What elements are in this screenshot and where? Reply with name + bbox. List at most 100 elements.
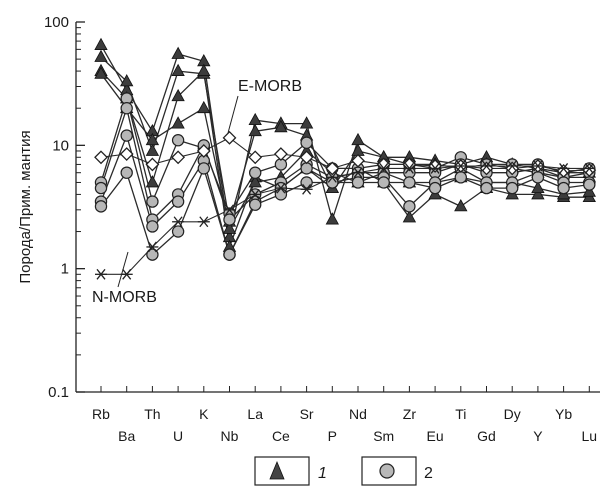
data-point-s5-nb bbox=[223, 213, 236, 226]
legend-marker-triangle bbox=[269, 460, 285, 480]
y-axis-label: Порода/Прим. мантия bbox=[17, 130, 34, 283]
data-point-s7-nd bbox=[351, 176, 365, 189]
data-point-s8-th bbox=[145, 157, 160, 172]
data-point-s6-th bbox=[146, 220, 159, 233]
legend: 1 2 bbox=[254, 456, 433, 486]
data-point-s7-gd bbox=[480, 181, 493, 195]
data-point-s1-ba bbox=[120, 74, 134, 87]
data-point-s7-la bbox=[248, 198, 262, 211]
data-point-s6-zr bbox=[403, 200, 416, 213]
data-point-s4-th bbox=[146, 195, 159, 208]
x-tick-label-rb: Rb bbox=[92, 406, 110, 422]
data-point-s7-rb bbox=[94, 200, 108, 213]
x-tick-label-la: La bbox=[247, 406, 263, 422]
data-point-s9-th bbox=[146, 241, 159, 253]
x-tick-label-dy: Dy bbox=[504, 406, 521, 422]
data-point-s8-ba bbox=[119, 147, 134, 161]
axes bbox=[75, 21, 600, 393]
data-point-s1-rb bbox=[94, 49, 108, 62]
annotation-e-morb: E-MORB bbox=[238, 78, 302, 95]
data-point-s9-dy bbox=[506, 160, 519, 172]
data-point-s9-la bbox=[249, 189, 262, 200]
x-tick-label-th: Th bbox=[144, 406, 160, 422]
data-point-s3-k bbox=[197, 100, 211, 114]
data-point-s3-la bbox=[248, 175, 262, 188]
data-point-s9-u bbox=[172, 216, 185, 228]
data-point-s7-dy bbox=[506, 181, 519, 195]
data-point-s2-u bbox=[171, 88, 185, 102]
x-tick-label-nb: Nb bbox=[221, 428, 239, 444]
data-point-s8-rb bbox=[94, 150, 108, 165]
data-point-s6-ba bbox=[120, 129, 133, 142]
y-tick-label: 1 bbox=[61, 261, 69, 278]
data-point-s8-zr bbox=[402, 157, 417, 172]
data-point-s4-sr bbox=[300, 136, 313, 149]
data-point-s0-sr bbox=[299, 116, 314, 129]
x-tick-label-y: Y bbox=[533, 428, 543, 444]
data-point-s9-rb bbox=[95, 268, 107, 280]
data-point-s7-yb bbox=[557, 181, 570, 195]
data-point-s4-la bbox=[248, 166, 262, 179]
data-point-s0-u bbox=[171, 46, 185, 59]
data-point-s7-sr bbox=[300, 176, 313, 189]
data-point-s8-ce bbox=[273, 147, 288, 161]
data-point-s7-ce bbox=[274, 188, 288, 201]
data-point-s8-sr bbox=[299, 150, 314, 165]
data-point-s1-la bbox=[248, 123, 262, 137]
y-tick-label: 10 bbox=[52, 137, 69, 154]
data-point-s1-ce bbox=[274, 119, 288, 133]
data-point-s3-th bbox=[145, 132, 160, 146]
x-tick-label-gd: Gd bbox=[477, 428, 496, 444]
x-tick-label-u: U bbox=[173, 428, 183, 444]
data-point-s9-k bbox=[197, 216, 210, 228]
data-point-s3-nb bbox=[222, 221, 237, 234]
data-point-s9-ti bbox=[454, 160, 467, 172]
legend-label-1: 1 bbox=[318, 465, 327, 482]
x-tick-label-lu: Lu bbox=[582, 428, 598, 444]
data-point-s9-nb bbox=[223, 204, 236, 216]
data-point-s6-sr bbox=[300, 162, 313, 175]
x-tick-label-nd: Nd bbox=[349, 406, 367, 422]
data-point-s9-sr bbox=[300, 183, 313, 195]
data-point-s3-rb bbox=[94, 66, 108, 79]
axis-labels: 0.1 1 10 100 Rb Ba Th UK Nb La Ce Sr P Nd Sm Zr Eu Ti Gd Dy… bbox=[44, 14, 597, 444]
data-point-s8-la bbox=[248, 150, 263, 165]
data-point-s7-k bbox=[197, 162, 210, 175]
annotation-e-morb-leader bbox=[227, 95, 239, 134]
data-point-s9-yb bbox=[557, 163, 570, 174]
data-point-s8-sm bbox=[376, 157, 391, 172]
y-tick-label: 0.1 bbox=[48, 384, 69, 401]
data-point-s3-y bbox=[531, 180, 545, 194]
x-tick-label-k: K bbox=[199, 406, 209, 422]
legend-label-2: 2 bbox=[424, 465, 433, 482]
data-point-s7-p bbox=[326, 176, 339, 189]
data-point-s0-rb bbox=[94, 37, 108, 50]
x-tick-label-sr: Sr bbox=[300, 406, 314, 422]
data-point-s9-p bbox=[326, 171, 339, 183]
data-point-s9-ce bbox=[274, 182, 287, 194]
data-point-s2-y bbox=[531, 187, 545, 200]
series-markers bbox=[94, 37, 597, 280]
data-point-s5-ba bbox=[120, 102, 133, 115]
data-point-s8-nb bbox=[222, 130, 237, 145]
data-point-s7-y bbox=[531, 171, 545, 184]
x-tick-label-zr: Zr bbox=[403, 406, 417, 422]
data-point-s1-u bbox=[171, 63, 185, 76]
data-point-s9-gd bbox=[480, 160, 493, 172]
data-point-s9-y bbox=[531, 160, 544, 172]
data-point-s8-u bbox=[171, 150, 186, 165]
data-point-s9-eu bbox=[429, 163, 442, 174]
data-point-s3-u bbox=[171, 116, 185, 129]
data-point-s9-nd bbox=[352, 167, 364, 179]
annotation-n-morb-leader bbox=[117, 251, 129, 288]
data-point-s9-zr bbox=[403, 163, 416, 174]
data-point-s8-k bbox=[196, 144, 211, 158]
data-point-s7-nb bbox=[223, 248, 236, 261]
data-point-s2-th bbox=[145, 175, 160, 188]
data-point-s8-p bbox=[325, 161, 340, 176]
data-point-s2-ti bbox=[454, 199, 468, 212]
data-point-s9-sm bbox=[377, 163, 390, 174]
legend-box-1 bbox=[254, 456, 310, 486]
data-point-s1-th bbox=[145, 143, 160, 156]
